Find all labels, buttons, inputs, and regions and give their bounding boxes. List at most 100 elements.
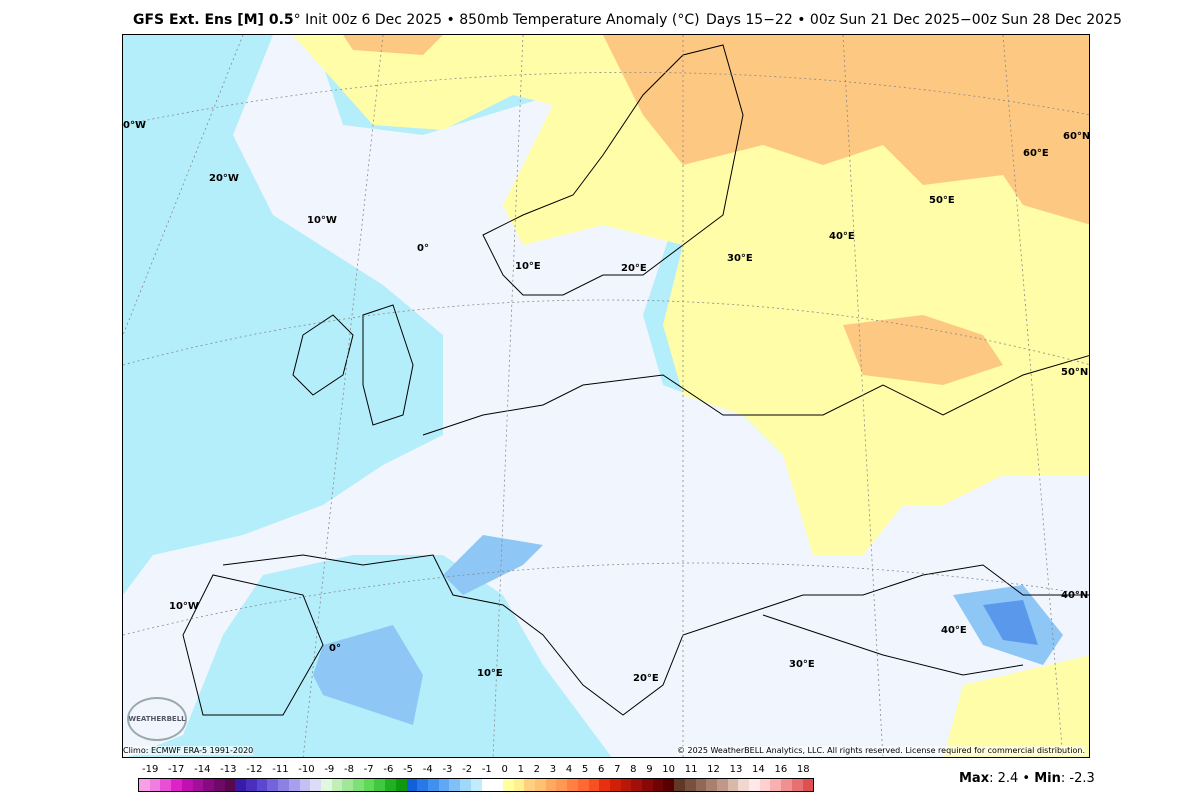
colorbar-swatch — [139, 779, 150, 791]
colorbar-swatch — [353, 779, 364, 791]
grid-label: 10°W — [169, 601, 199, 612]
colorbar-swatch — [577, 779, 589, 791]
weatherbell-logo: WEATHERBELL — [127, 697, 187, 741]
grid-label: 30°E — [727, 253, 753, 264]
colorbar-swatch — [759, 779, 771, 791]
colorbar-swatch — [556, 779, 568, 791]
colorbar-label: -3 — [442, 764, 453, 775]
colorbar-label: 0 — [501, 764, 508, 775]
colorbar-swatch — [310, 779, 321, 791]
colorbar-label: -10 — [298, 764, 315, 775]
colorbar-label: -14 — [194, 764, 211, 775]
max-value: : 2.4 • — [989, 771, 1035, 786]
colorbar-label: 9 — [646, 764, 653, 775]
colorbar-label: -7 — [363, 764, 374, 775]
colorbar-swatch — [427, 779, 439, 791]
colorbar-swatch — [460, 779, 471, 791]
colorbar-swatch — [406, 779, 418, 791]
colorbar-swatch — [288, 779, 300, 791]
yellow-region — [293, 35, 1089, 555]
colorbar-swatch — [663, 779, 675, 791]
colorbar-label: 18 — [796, 764, 810, 775]
colorbar-swatch — [481, 779, 493, 791]
colorbar-swatch — [438, 779, 450, 791]
colorbar-swatch — [470, 779, 482, 791]
grid-label: 20°E — [621, 263, 647, 274]
colorbar-swatch — [716, 779, 728, 791]
colorbar-label: 7 — [614, 764, 621, 775]
colorbar-swatch — [492, 779, 503, 791]
colorbar-label: -12 — [246, 764, 263, 775]
colorbar-label: -8 — [344, 764, 354, 775]
colorbar-swatch — [224, 779, 236, 791]
colorbar-swatch — [684, 779, 696, 791]
grid-label: 40°E — [829, 231, 855, 242]
colorbar-label: 6 — [597, 764, 605, 775]
grid-label: 40°E — [941, 625, 967, 636]
colorbar-swatch — [588, 779, 600, 791]
colorbar-label: -1 — [481, 764, 492, 775]
colorbar-swatch — [374, 779, 386, 791]
colorbar-swatch — [749, 779, 760, 791]
colorbar-swatch — [331, 779, 343, 791]
colorbar-labels: -19 -17 -14 -13 -12 -11 -10 -9 -8 -7 -6 -5 -4 -3 -2 -1 0… — [138, 764, 814, 775]
colorbar-label: 2 — [533, 764, 541, 775]
colorbar-swatch — [781, 779, 792, 791]
colorbar-label: 14 — [752, 764, 765, 775]
colorbar-swatch — [235, 779, 247, 791]
grid-label: 50°E — [929, 195, 955, 206]
grid-label: 0°W — [123, 120, 146, 131]
colorbar-swatch — [695, 779, 707, 791]
colorbar-swatch — [342, 779, 354, 791]
orange-region — [603, 35, 1089, 225]
model-name: GFS Ext. Ens [M] 0.5 — [133, 12, 294, 28]
colorbar-label: 16 — [774, 764, 788, 775]
colorbar-label: 12 — [707, 764, 720, 775]
colorbar-swatch — [192, 779, 204, 791]
colorbar-swatch — [278, 779, 289, 791]
colorbar-swatch — [385, 779, 396, 791]
max-min-readout: Max: 2.4 • Min: -2.3 — [959, 771, 1095, 786]
min-value: : -2.3 — [1060, 771, 1095, 786]
max-label: Max — [959, 771, 990, 786]
climo-note: Climo: ECMWF ERA-5 1991-2020 — [123, 746, 254, 755]
colorbar-swatch — [545, 779, 557, 791]
colorbar — [138, 778, 814, 792]
colorbar-label: 1 — [517, 764, 524, 775]
grid-label: 20°E — [633, 673, 659, 684]
orange-region-2 — [843, 315, 1003, 385]
colorbar-swatch — [513, 779, 525, 791]
colorbar-label: -19 — [142, 764, 159, 775]
colorbar-swatch — [674, 779, 685, 791]
coastlines — [182, 44, 1089, 716]
grid-label: 10°E — [477, 668, 503, 679]
colorbar-swatch — [246, 779, 257, 791]
colorbar-swatch — [203, 779, 214, 791]
colorbar-label: -11 — [272, 764, 289, 775]
copyright-note: © 2025 WeatherBELL Analytics, LLC. All r… — [677, 746, 1085, 755]
colorbar-swatch — [502, 779, 514, 791]
grid-label: 20°W — [209, 173, 239, 184]
colorbar-swatch — [256, 779, 268, 791]
colorbar-swatch — [171, 779, 182, 791]
colorbar-label: -5 — [403, 764, 414, 775]
colorbar-swatch — [609, 779, 621, 791]
colorbar-label: 5 — [581, 764, 589, 775]
colorbar-swatch — [524, 779, 536, 791]
orange-top — [343, 35, 443, 55]
blue-region-alps — [443, 535, 543, 595]
colorbar-swatch — [181, 779, 193, 791]
colorbar-swatch — [395, 779, 407, 791]
colorbar-label: -4 — [422, 764, 433, 775]
grid-label: 50°N — [1061, 367, 1089, 378]
colorbar-swatch — [299, 779, 311, 791]
colorbar-label: -17 — [168, 764, 185, 775]
graticule — [123, 35, 1089, 757]
colorbar-label: -13 — [220, 764, 237, 775]
colorbar-swatch — [149, 779, 161, 791]
colorbar-swatch — [449, 779, 461, 791]
colorbar-swatch — [160, 779, 172, 791]
colorbar-label: 3 — [549, 764, 557, 775]
colorbar-swatch — [417, 779, 428, 791]
map-title: GFS Ext. Ens [M] 0.5° Init 00z 6 Dec 202… — [133, 12, 700, 28]
